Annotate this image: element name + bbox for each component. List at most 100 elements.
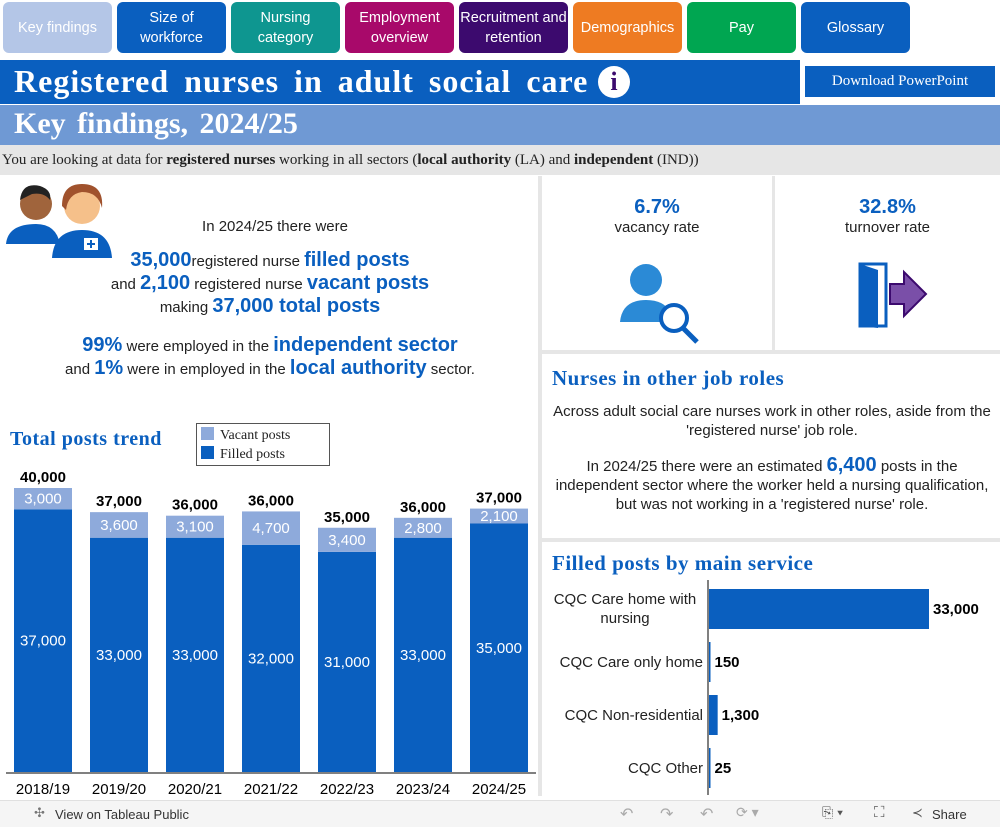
bar-filled[interactable] (394, 537, 452, 772)
text: and (110, 276, 141, 293)
refresh-icon[interactable]: ⟳ ▾ (736, 804, 759, 820)
service-label: CQC Care home with nursing (553, 591, 697, 627)
tab-demographics[interactable]: Demographics (573, 2, 682, 53)
bar-filled[interactable] (470, 523, 528, 773)
vacancy-rate-value: 6.7% (634, 196, 680, 218)
bar-vacant[interactable] (470, 508, 528, 524)
bar-vacant[interactable] (242, 511, 300, 545)
text: making (159, 299, 213, 316)
turnover-rate-value: 32.8% (859, 196, 916, 218)
fullscreen-icon[interactable]: ⛶ (874, 804, 885, 821)
undo-icon[interactable]: ↶ (620, 806, 634, 823)
text: and (65, 361, 95, 378)
text: working in all sectors ( (275, 152, 418, 168)
text: were employed in the (122, 338, 274, 355)
trend-chart: 37,000 3,000 40,000 2018/19 33,000 3,600 37,00… (0, 470, 538, 800)
text: independent sector (273, 334, 458, 356)
share-button[interactable]: Share (932, 807, 967, 822)
total-posts-value: 37,000 total posts (212, 295, 381, 317)
text: posts in the independent sector where th… (555, 458, 989, 513)
vacant-label: 3,100 (176, 519, 214, 536)
tab-recruitment-and-retention[interactable]: Recruitment and retention (459, 2, 568, 53)
service-value: 1,300 (722, 707, 760, 724)
total-label: 36,000 (172, 497, 218, 514)
filled-label: 31,000 (324, 654, 370, 671)
legend-label: Vacant posts (220, 428, 291, 443)
x-tick-label: 2023/24 (396, 781, 450, 798)
tab-nursing-category[interactable]: Nursing category (231, 2, 340, 53)
service-bar[interactable] (709, 642, 711, 682)
service-bar[interactable] (709, 695, 718, 735)
tab-size-of-workforce[interactable]: Size of workforce (117, 2, 226, 53)
other-roles-value: 6,400 (826, 454, 877, 476)
text: sector. (426, 361, 475, 378)
summary-intro: In 2024/25 there were (202, 218, 348, 235)
trend-chart-title: Total posts trend (10, 428, 162, 450)
bar-vacant[interactable] (166, 515, 224, 538)
x-tick-label: 2021/22 (244, 781, 298, 798)
tab-key-findings[interactable]: Key findings (3, 2, 112, 53)
revert-icon[interactable]: ↶ (700, 806, 714, 823)
bar-filled[interactable] (90, 537, 148, 772)
tab-glossary[interactable]: Glossary (801, 2, 910, 53)
download-powerpoint-button[interactable]: Download PowerPoint (805, 66, 995, 97)
title-bar (0, 60, 800, 104)
vacancy-rate-label: vacancy rate (614, 219, 700, 236)
service-label: CQC Non-residential (564, 707, 703, 724)
tableau-icon: ✣ (34, 805, 45, 820)
total-label: 40,000 (20, 470, 66, 486)
service-chart: 33,000 150 1,300 25 CQC Care home with nursi… (542, 580, 1000, 795)
vacant-label: 3,600 (100, 517, 138, 534)
bar-filled[interactable] (242, 544, 300, 772)
bar-filled[interactable] (14, 509, 72, 772)
total-label: 35,000 (324, 509, 370, 526)
divider (772, 176, 775, 352)
vacant-label: 3,000 (24, 491, 62, 508)
la-percent: 1% (94, 357, 124, 379)
text: In 2024/25 there were an estimated (586, 458, 827, 475)
bar-vacant[interactable] (318, 527, 376, 552)
redo-icon[interactable]: ↷ (660, 806, 674, 823)
other-roles-title: Nurses in other job roles (552, 366, 785, 390)
summary: In 2024/25 there were 35,000registered n… (30, 218, 510, 380)
service-bar[interactable] (709, 748, 711, 788)
filled-label: 35,000 (476, 640, 522, 657)
bar-vacant[interactable] (394, 517, 452, 538)
bar-filled[interactable] (318, 551, 376, 772)
view-on-tableau-link[interactable]: View on Tableau Public (55, 807, 189, 822)
total-label: 37,000 (96, 493, 142, 510)
vacant-label: 4,700 (252, 520, 290, 537)
x-tick-label: 2019/20 (92, 781, 146, 798)
exit-door-icon (858, 262, 928, 328)
share-icon[interactable]: ≺ (912, 805, 923, 820)
filled-label: 33,000 (400, 647, 446, 664)
person-search-icon (620, 264, 699, 344)
divider (542, 350, 1000, 354)
text: vacant posts (306, 272, 430, 294)
tab-employment-overview[interactable]: Employment overview (345, 2, 454, 53)
total-label: 37,000 (476, 490, 522, 507)
page-subtitle: Key findings, 2024/25 (14, 107, 298, 140)
legend-label: Filled posts (220, 447, 285, 462)
text: local authority (289, 357, 427, 379)
total-label: 36,000 (400, 499, 446, 516)
bar-filled[interactable] (166, 537, 224, 772)
service-chart-title: Filled posts by main service (552, 551, 814, 575)
bar-vacant[interactable] (14, 488, 72, 510)
info-icon[interactable]: i (598, 66, 630, 98)
nurses-icon (6, 184, 112, 258)
tab-pay[interactable]: Pay (687, 2, 796, 53)
x-tick-label: 2018/19 (16, 781, 70, 798)
text: independent (574, 152, 654, 168)
text: (LA) and (511, 152, 575, 168)
filter-description: You are looking at data for registered n… (0, 145, 1000, 175)
service-bar[interactable] (709, 589, 929, 629)
bar-vacant[interactable] (90, 512, 148, 538)
vacant-label: 2,100 (480, 508, 518, 525)
filled-label: 33,000 (172, 647, 218, 664)
filled-label: 37,000 (20, 633, 66, 650)
legend-filled: Filled posts (201, 445, 325, 464)
filled-label: 32,000 (248, 650, 294, 667)
download-icon[interactable]: ⎘ ▾ (822, 804, 843, 820)
text: registered nurse (190, 276, 307, 293)
